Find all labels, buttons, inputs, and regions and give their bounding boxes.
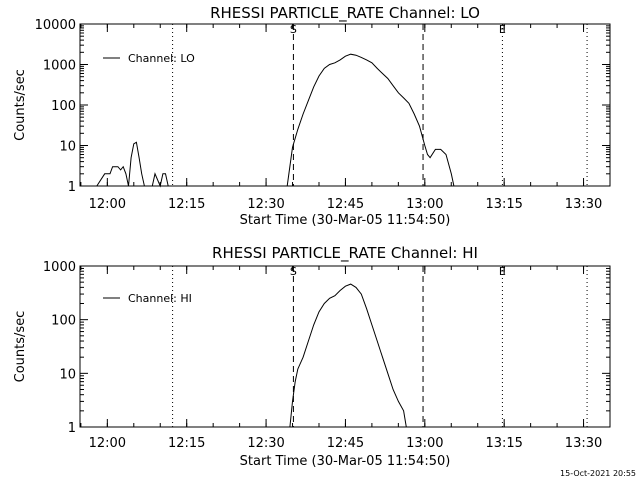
series-line [289,283,412,428]
y-tick-label: 10 [59,140,76,155]
plot-frame [79,23,611,187]
marker-label: S [290,23,297,36]
y-tick-label: 100 [51,314,76,329]
x-tick-label: 13:15 [485,197,522,212]
x-tick-label: 13:00 [406,436,443,451]
marker-label: E [499,265,506,278]
panel-hi: RHESSI PARTICLE_RATE Channel: HI 12:00 12:… [13,244,611,469]
y-axis-label: Counts/sec [13,311,28,383]
chart-title: RHESSI PARTICLE_RATE Channel: HI [212,244,478,263]
y-tick-label: 10 [59,367,76,382]
series-line [96,53,455,188]
x-tick-label: 13:00 [406,197,443,212]
x-tick-label: 12:15 [168,436,205,451]
x-tick-label: 12:30 [247,436,284,451]
y-tick-label: 10000 [35,18,76,33]
y-tick-label: 1 [68,421,76,436]
x-tick-label: 12:15 [168,197,205,212]
plot-frame [79,265,611,428]
x-tick-label: 13:30 [565,197,602,212]
legend-label: Channel: HI [128,292,192,305]
y-tick-label: 1 [68,180,76,195]
x-tick-label: 12:45 [327,197,364,212]
marker-label: E [499,23,506,36]
x-tick-label: 13:15 [485,436,522,451]
y-tick-label: 100 [51,99,76,114]
x-tick-label: 12:30 [247,197,284,212]
timestamp: 15-Oct-2021 20:55 [560,469,636,478]
x-tick-label: 12:00 [89,436,126,451]
chart-title: RHESSI PARTICLE_RATE Channel: LO [210,4,480,23]
marker-label: S [290,265,297,278]
panel-lo: RHESSI PARTICLE_RATE Channel: LO 12:00 12:… [13,4,611,228]
x-tick-label: 13:30 [565,436,602,451]
y-tick-label: 1000 [43,260,76,275]
x-axis-label: Start Time (30-Mar-05 11:54:50) [240,454,451,469]
y-axis-label: Counts/sec [13,69,28,141]
x-tick-label: 12:45 [327,436,364,451]
legend-label: Channel: LO [128,52,195,65]
x-tick-label: 12:00 [89,197,126,212]
x-axis-label: Start Time (30-Mar-05 11:54:50) [240,213,451,228]
y-tick-label: 1000 [43,59,76,74]
